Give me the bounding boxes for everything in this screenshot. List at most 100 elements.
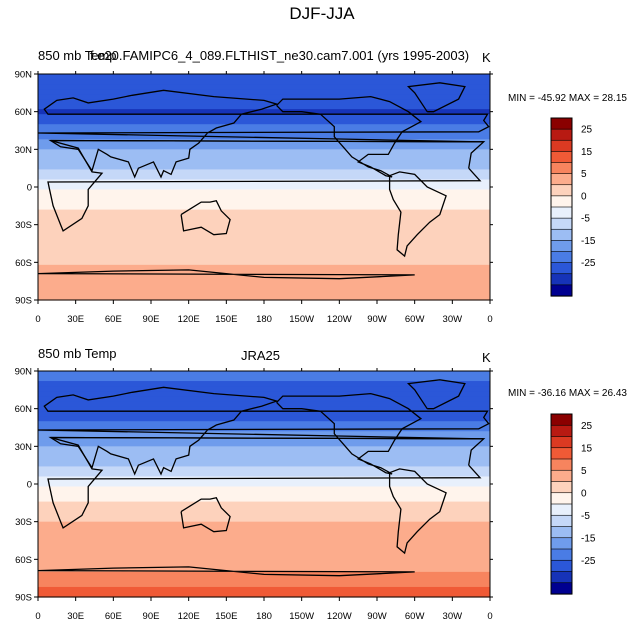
- colorbar-swatch: [550, 514, 573, 528]
- heatmap-band: [38, 506, 490, 513]
- heatmap-band: [38, 491, 490, 498]
- colorbar-swatch: [550, 424, 573, 438]
- heatmap-band: [38, 84, 490, 90]
- x-tick-label: 30W: [443, 314, 463, 325]
- colorbar-swatch: [550, 240, 573, 253]
- y-tick-label: 60S: [15, 258, 32, 269]
- heatmap-band: [38, 461, 490, 468]
- heatmap-band: [38, 391, 490, 397]
- heatmap-band: [38, 104, 490, 110]
- heatmap-band: [38, 451, 490, 457]
- heatmap-band: [38, 531, 490, 538]
- coastline: [388, 171, 447, 258]
- y-tick-label: 60N: [15, 404, 33, 415]
- heatmap-band: [38, 94, 490, 100]
- coastline: [47, 436, 486, 529]
- x-tick-label: 90E: [143, 611, 160, 622]
- coastline: [388, 468, 447, 555]
- colorbar-swatch: [550, 458, 573, 471]
- colorbar-swatch: [550, 503, 573, 516]
- panel2-dataset-label: JRA25: [241, 348, 281, 363]
- x-tick-label: 150E: [215, 314, 237, 325]
- heatmap-band: [38, 371, 490, 377]
- heatmap-band: [38, 154, 490, 160]
- panel1-variable-label: 850 mb Temp: [38, 48, 117, 63]
- heatmap-band: [38, 139, 490, 145]
- colorbar-frame: [550, 413, 573, 595]
- x-tick-label: 90E: [143, 314, 160, 325]
- coastline: [180, 497, 231, 533]
- heatmap-band: [38, 294, 490, 301]
- heatmap-band: [38, 476, 490, 483]
- heatmap-band: [38, 576, 490, 583]
- heatmap-band: [38, 229, 490, 236]
- x-tick-label: 60E: [105, 314, 122, 325]
- heatmap-band: [38, 199, 490, 206]
- heatmap-band: [38, 209, 490, 216]
- colorbar-label: -15: [581, 236, 596, 247]
- heatmap-band: [38, 486, 490, 493]
- heatmap-band: [38, 496, 490, 503]
- colorbar-swatch: [550, 537, 573, 550]
- coastline: [276, 392, 423, 475]
- heatmap-band: [38, 114, 490, 120]
- heatmap-band: [38, 401, 490, 407]
- coastline: [406, 82, 466, 113]
- colorbar-swatch: [550, 262, 573, 275]
- colorbar-swatch: [550, 195, 573, 208]
- colorbar-swatch: [550, 251, 573, 264]
- heatmap-band: [38, 239, 490, 246]
- colorbar-label: -25: [581, 556, 596, 567]
- heatmap-band: [38, 481, 490, 488]
- x-tick-label: 90W: [367, 611, 387, 622]
- colorbar-label: -25: [581, 258, 596, 269]
- colorbar-label: 0: [581, 488, 587, 499]
- heatmap-band: [38, 184, 490, 191]
- heatmap-band: [38, 149, 490, 155]
- colorbar-swatch: [550, 413, 573, 426]
- heatmap-band: [38, 471, 490, 478]
- y-tick-label: 60S: [15, 555, 32, 566]
- figure-title: DJF-JJA: [289, 4, 355, 23]
- x-tick-label: 150W: [289, 611, 314, 622]
- x-tick-label: 60W: [405, 314, 425, 325]
- colorbar-swatch: [550, 447, 573, 460]
- heatmap-band: [38, 144, 490, 150]
- heatmap-band: [38, 119, 490, 125]
- x-tick-label: 30E: [67, 314, 84, 325]
- heatmap-band: [38, 511, 490, 518]
- colorbar-swatch: [550, 139, 573, 152]
- panel1-dataset-label: f.e20.FAMIPC6_4_089.FLTHIST_ne30.cam7.00…: [90, 48, 470, 63]
- heatmap-band: [38, 234, 490, 241]
- colorbar-swatch: [550, 559, 573, 573]
- heatmap-band: [38, 466, 490, 473]
- colorbar-swatch: [550, 284, 573, 297]
- y-tick-label: 90N: [15, 70, 33, 81]
- colorbar-swatch: [550, 273, 573, 286]
- heatmap-band: [38, 381, 490, 387]
- heatmap-band: [38, 446, 490, 452]
- heatmap-band: [38, 536, 490, 543]
- coastline: [276, 95, 423, 178]
- y-tick-label: 0: [27, 183, 32, 194]
- heatmap-band: [38, 224, 490, 231]
- heatmap-band: [38, 284, 490, 291]
- panel2-variable-label: 850 mb Temp: [38, 346, 117, 361]
- heatmap-band: [38, 249, 490, 256]
- y-tick-label: 0: [27, 480, 32, 491]
- heatmap-band: [38, 164, 490, 171]
- heatmap-band: [38, 441, 490, 447]
- heatmap-band: [38, 406, 490, 412]
- heatmap-band: [38, 591, 490, 598]
- heatmap-band: [38, 109, 490, 115]
- x-tick-label: 60W: [405, 611, 425, 622]
- heatmap-band: [38, 204, 490, 211]
- heatmap-band: [38, 289, 490, 296]
- panel2-map: 0 30E 60E 90E 120E 150E 180 150W 120W 90W 60W 30W 09…: [15, 367, 493, 622]
- heatmap-band: [38, 376, 490, 382]
- panel2-units-label: K: [482, 350, 491, 365]
- x-tick-label: 150W: [289, 314, 314, 325]
- colorbar-label: 0: [581, 191, 587, 202]
- y-tick-label: 60N: [15, 107, 33, 118]
